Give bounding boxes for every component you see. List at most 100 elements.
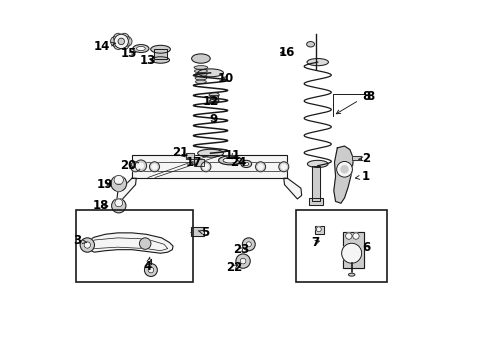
Text: 20: 20 [120,159,136,172]
Circle shape [352,233,358,239]
Bar [76,210,192,282]
Circle shape [148,267,153,273]
Ellipse shape [150,45,170,53]
Bar [185,153,193,158]
Circle shape [341,243,361,263]
Circle shape [130,162,140,172]
Polygon shape [83,233,173,253]
Ellipse shape [307,160,327,167]
Circle shape [111,176,126,192]
Bar [190,227,203,236]
Bar [308,198,323,205]
Circle shape [203,164,208,169]
Bar [194,159,204,166]
Ellipse shape [197,149,223,157]
Bar [296,210,386,282]
Text: 13: 13 [140,54,156,67]
Ellipse shape [218,156,242,165]
Ellipse shape [306,41,314,47]
Text: 15: 15 [120,47,136,60]
Text: 24: 24 [230,156,246,169]
Text: 12: 12 [203,95,219,108]
Bar [190,227,203,236]
Circle shape [139,238,151,249]
Ellipse shape [151,57,169,63]
Text: 9: 9 [209,113,217,126]
Circle shape [345,233,351,239]
Bar [308,198,323,205]
Ellipse shape [191,54,210,63]
Circle shape [340,166,347,173]
Text: 23: 23 [232,243,248,256]
Bar [311,166,320,202]
Bar [154,49,166,59]
Circle shape [201,162,210,172]
Text: 21: 21 [172,146,188,159]
Ellipse shape [194,69,207,73]
Text: 6: 6 [362,241,370,255]
Polygon shape [283,178,301,199]
Circle shape [240,258,245,264]
Circle shape [235,254,250,268]
Text: 7: 7 [310,236,319,249]
Circle shape [114,34,128,49]
Text: 3: 3 [73,234,87,247]
Ellipse shape [194,66,207,69]
Bar [342,232,364,267]
Text: 1: 1 [355,170,369,183]
Ellipse shape [194,73,206,76]
Bar [132,155,287,178]
Text: 2: 2 [358,152,369,165]
Circle shape [111,199,125,213]
Circle shape [119,33,129,43]
Circle shape [138,163,143,168]
Ellipse shape [133,45,149,53]
Ellipse shape [195,80,206,84]
Circle shape [80,238,94,252]
Text: 19: 19 [96,178,112,191]
Circle shape [336,161,352,177]
Circle shape [115,184,122,191]
Text: 10: 10 [217,72,234,85]
Circle shape [133,164,138,169]
Bar [154,49,166,59]
Text: 8: 8 [365,90,373,103]
Bar [185,153,193,158]
Circle shape [316,227,321,232]
Text: 17: 17 [185,156,202,169]
Circle shape [152,164,157,169]
Bar [209,95,218,102]
Circle shape [255,162,265,172]
Ellipse shape [136,46,145,51]
Text: 18: 18 [93,198,109,212]
Text: 8: 8 [336,90,369,114]
Circle shape [115,199,122,207]
Bar [351,156,360,160]
Ellipse shape [209,93,219,98]
Bar [315,226,324,234]
Circle shape [144,264,157,276]
Text: 14: 14 [93,40,115,53]
Polygon shape [333,146,353,203]
Circle shape [278,162,288,172]
Circle shape [281,164,285,169]
Ellipse shape [348,273,354,276]
Circle shape [113,33,123,43]
Ellipse shape [241,160,251,167]
Ellipse shape [244,162,248,166]
Bar [342,232,364,267]
Circle shape [149,162,159,172]
Circle shape [122,36,132,46]
Text: 16: 16 [278,46,294,59]
Text: 5: 5 [198,226,209,239]
Bar [194,159,204,166]
Circle shape [246,242,251,247]
Ellipse shape [223,158,237,163]
Ellipse shape [197,69,223,77]
Bar [132,155,287,178]
Polygon shape [117,178,136,200]
Bar [311,166,320,202]
Ellipse shape [209,99,219,104]
Ellipse shape [195,76,206,80]
Circle shape [118,38,124,45]
